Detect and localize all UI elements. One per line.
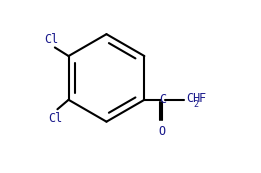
Text: Cl: Cl	[44, 33, 58, 46]
Text: C: C	[159, 93, 166, 106]
Text: F: F	[198, 92, 205, 105]
Text: 2: 2	[193, 101, 198, 110]
Text: CH: CH	[186, 92, 201, 105]
Text: O: O	[159, 125, 166, 138]
Text: Cl: Cl	[49, 112, 63, 125]
